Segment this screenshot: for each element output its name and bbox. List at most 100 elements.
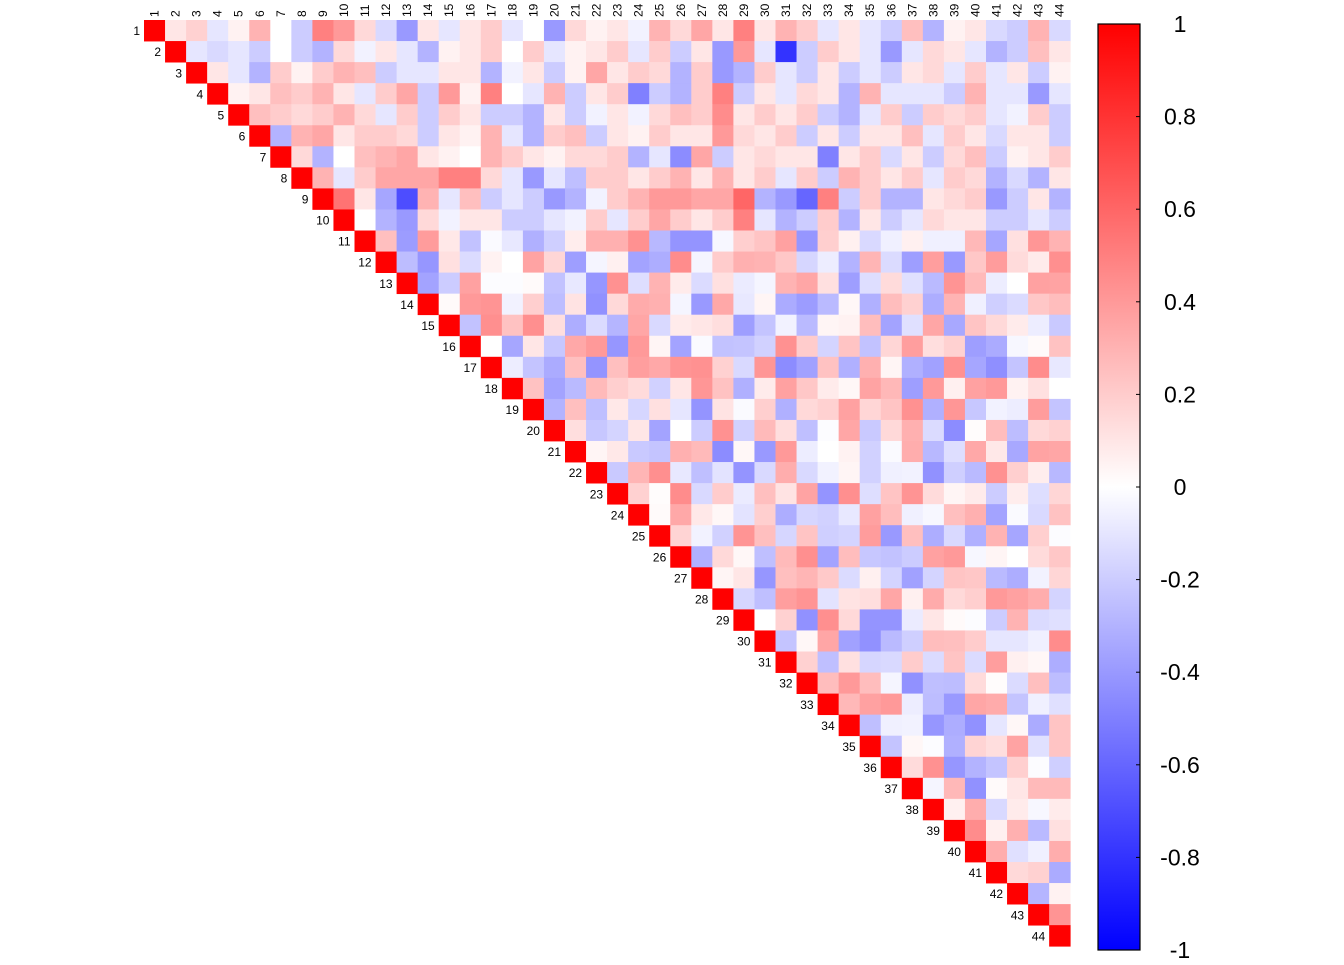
heatmap-cell [501,356,524,379]
heatmap-cell [270,83,292,105]
heatmap-cell [859,188,882,210]
heatmap-cell [838,483,861,505]
heatmap-cell [333,146,355,168]
heatmap-cell [901,609,924,631]
heatmap-cell [901,546,924,568]
heatmap-cell [649,20,671,42]
heatmap-cell [754,251,776,273]
heatmap-cell [249,83,271,105]
heatmap-cell [838,83,861,105]
heatmap-cell [228,62,250,84]
heatmap-cell [775,377,797,400]
heatmap-cell [943,230,966,252]
heatmap-cell [922,335,945,358]
heatmap-cell [1028,883,1050,905]
row-label: 37 [884,782,898,796]
heatmap-cell [586,167,608,189]
heatmap-cell [396,251,419,273]
heatmap-cell [670,20,692,42]
heatmap-cell [291,146,313,168]
heatmap-cell [543,62,566,84]
heatmap-cell [1028,230,1050,252]
heatmap-cell [922,83,945,105]
heatmap-cell [859,609,882,631]
heatmap-cell [1007,251,1029,273]
row-label: 41 [969,866,983,880]
heatmap-cell [964,314,987,337]
heatmap-cell [607,293,629,316]
diagonal-cell [754,630,776,652]
heatmap-cell [1028,272,1050,295]
heatmap-cell [901,167,924,189]
heatmap-cell [628,441,650,463]
heatmap-cell [1049,567,1071,589]
heatmap-cell [1007,735,1029,758]
heatmap-cell [480,104,503,126]
heatmap-cell [754,356,776,379]
colorbar-tick-label: -0.2 [1160,567,1200,593]
heatmap-cell [1049,819,1071,842]
heatmap-cell [565,230,587,252]
heatmap-cell [943,146,966,168]
heatmap-cell [543,146,566,168]
heatmap-cell [565,377,587,400]
column-label: 15 [442,3,456,17]
heatmap-cell [817,504,840,526]
heatmap-cell [459,293,482,316]
heatmap-cell [964,504,987,526]
row-label: 17 [463,361,477,375]
heatmap-cell [586,356,608,379]
heatmap-cell [1007,398,1029,421]
heatmap-cell [922,630,945,652]
diagonal-cell [880,756,903,779]
heatmap-cell [964,630,987,652]
heatmap-cell [754,314,776,337]
heatmap-cell [754,398,776,421]
heatmap-cell [543,398,566,421]
heatmap-cell [1007,588,1029,610]
heatmap-cell [943,798,966,821]
column-label: 23 [611,3,625,17]
heatmap-cell [964,398,987,421]
heatmap-cell [901,293,924,316]
column-label: 33 [821,3,835,17]
heatmap-cell [838,335,861,358]
heatmap-cell [607,356,629,379]
heatmap-cell [838,419,861,442]
heatmap-cell [543,314,566,337]
heatmap-cell [565,251,587,273]
heatmap-cell [628,104,650,126]
heatmap-cell [1007,630,1029,652]
heatmap-cell [1049,125,1071,147]
column-label: 44 [1053,3,1067,17]
heatmap-cell [964,798,987,821]
heatmap-cell [417,272,440,295]
heatmap-cell [901,83,924,105]
heatmap-cell [754,167,776,189]
heatmap-cell [796,483,818,505]
heatmap-cell [565,209,587,231]
heatmap-cell [859,398,882,421]
heatmap-cell [733,335,755,358]
heatmap-cell [607,314,629,337]
heatmap-cell [438,104,461,126]
row-label: 25 [632,529,646,543]
heatmap-cell [859,483,882,505]
diagonal-cell [775,651,797,673]
heatmap-cell [312,167,334,189]
heatmap-cell [859,104,882,126]
heatmap-cell [964,293,987,316]
heatmap-cell [754,588,776,610]
heatmap-cell [986,293,1008,316]
heatmap-cell [733,462,755,484]
heatmap-cell [986,419,1008,442]
heatmap-cell [796,188,818,210]
heatmap-cell [628,125,650,147]
heatmap-cell [754,293,776,316]
heatmap-cell [459,251,482,273]
heatmap-cell [943,735,966,758]
heatmap-cell [817,83,840,105]
heatmap-cell [228,41,250,63]
column-label: 18 [505,3,519,17]
heatmap-cell [922,735,945,758]
